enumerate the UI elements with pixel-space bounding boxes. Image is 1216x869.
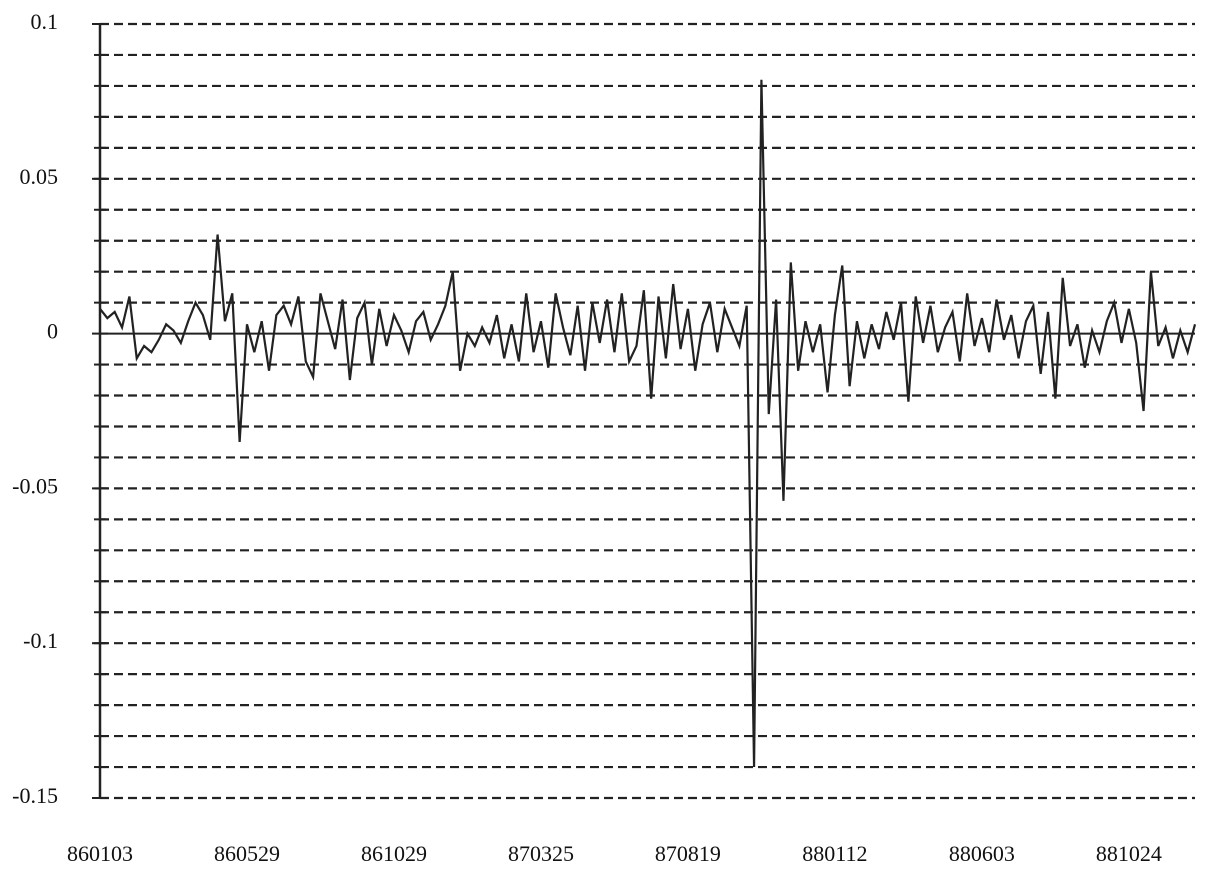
x-tick-label: 860529: [214, 841, 280, 866]
y-tick-label: -0.05: [12, 473, 58, 498]
data-line: [99, 79, 1197, 768]
y-tick-label: 0.1: [31, 9, 59, 34]
x-tick-label: 860103: [67, 841, 133, 866]
y-tick-label: -0.1: [23, 628, 58, 653]
x-tick-label: 880112: [802, 841, 867, 866]
x-tick-label: 881024: [1096, 841, 1162, 866]
x-tick-label: 870819: [655, 841, 721, 866]
x-tick-label: 870325: [508, 841, 574, 866]
y-tick-label: -0.15: [12, 783, 58, 808]
y-tick-label: 0: [47, 319, 58, 344]
x-tick-label: 861029: [361, 841, 427, 866]
x-tick-label: 880603: [949, 841, 1015, 866]
y-tick-label: 0.05: [20, 164, 59, 189]
